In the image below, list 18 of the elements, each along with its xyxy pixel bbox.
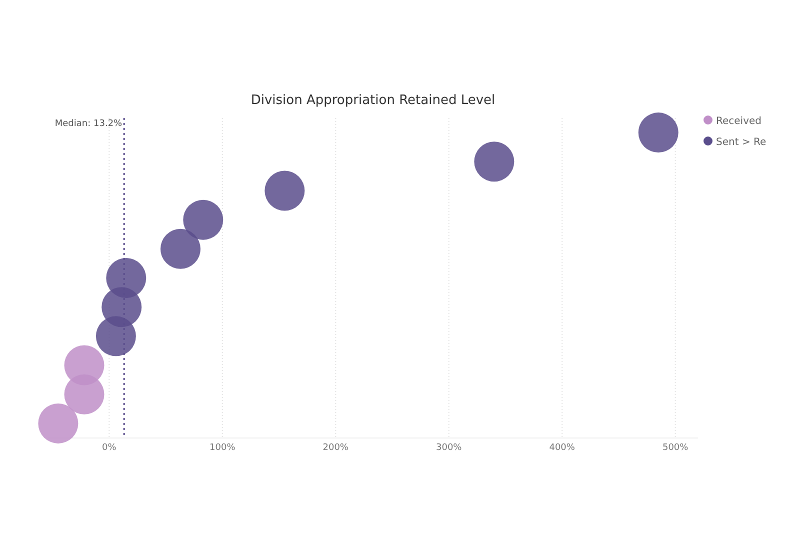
x-tick-label: 500% [662,443,689,453]
point [638,112,678,153]
point [160,228,200,269]
x-tick-label: 100% [210,443,236,453]
x-tick-label: 300% [436,443,462,453]
x-tick-label: 400% [549,443,576,453]
ref-line-label: Median: 13.2% [54,119,123,129]
point [183,200,224,240]
x-tick-label: 0% [102,443,117,453]
legend-label: Received [716,116,762,127]
point [64,374,104,414]
x-tick-label: 200% [322,443,349,453]
chart-title: Division Appropriation Retained Level [250,93,496,108]
point [474,142,514,182]
point [96,316,136,356]
point [264,170,305,211]
point [38,403,78,444]
legend-label: Sent > Re [716,137,766,148]
